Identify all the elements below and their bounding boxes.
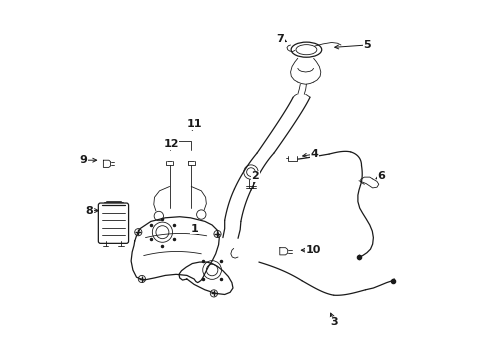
Text: 9: 9 bbox=[79, 155, 87, 165]
Text: 5: 5 bbox=[363, 40, 370, 50]
Text: 7: 7 bbox=[276, 34, 284, 44]
Text: 11: 11 bbox=[186, 119, 202, 129]
Text: 1: 1 bbox=[190, 224, 198, 234]
Text: 2: 2 bbox=[251, 171, 259, 181]
Text: 6: 6 bbox=[377, 171, 385, 181]
Text: 12: 12 bbox=[163, 139, 179, 149]
Text: 8: 8 bbox=[86, 206, 93, 216]
Text: 4: 4 bbox=[310, 149, 318, 159]
Text: 3: 3 bbox=[330, 317, 338, 327]
Text: 10: 10 bbox=[305, 245, 320, 255]
